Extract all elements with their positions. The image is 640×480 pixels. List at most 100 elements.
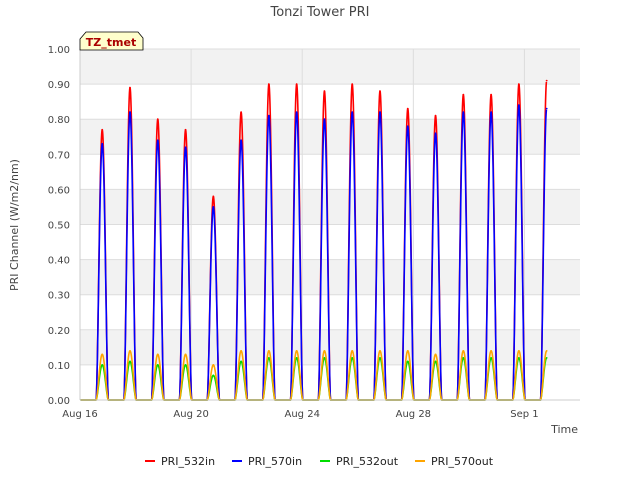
- data-point-PRI_532in: [517, 83, 520, 85]
- y-tick-label: 0.40: [48, 256, 70, 267]
- data-point-PRI_532out: [517, 356, 520, 359]
- data-point-PRI_532out: [156, 364, 159, 366]
- data-point-PRI_532out: [351, 356, 354, 359]
- data-point-PRI_570out: [406, 349, 409, 352]
- data-point-PRI_532in: [267, 83, 270, 85]
- data-point-PRI_570in: [156, 139, 159, 142]
- y-tick-label: 0.50: [48, 221, 70, 232]
- data-point-PRI_570in: [406, 125, 409, 128]
- data-point-PRI_570in: [517, 104, 520, 107]
- data-point-PRI_570out: [545, 349, 548, 352]
- data-point-PRI_570out: [323, 349, 326, 352]
- data-point-PRI_532out: [184, 364, 187, 366]
- data-point-PRI_532out: [240, 360, 243, 363]
- annotation-label: TZ_tmet: [86, 36, 136, 49]
- legend-item-PRI_532out: PRI_532out: [320, 455, 399, 468]
- data-point-PRI_532in: [184, 128, 187, 131]
- data-point-PRI_570in: [240, 139, 243, 142]
- x-tick-label: Sep 1: [510, 409, 538, 420]
- data-point-PRI_570out: [156, 353, 159, 356]
- data-point-PRI_570out: [101, 353, 104, 356]
- data-point-PRI_532out: [434, 360, 437, 363]
- x-tick-label: Aug 24: [285, 409, 320, 420]
- x-tick-label: Aug 28: [396, 409, 431, 420]
- y-tick-label: 0.30: [48, 291, 70, 302]
- plot-band: [80, 189, 580, 225]
- y-tick-label: 0.70: [48, 150, 70, 161]
- data-point-PRI_532out: [295, 356, 298, 359]
- data-point-PRI_570out: [212, 364, 215, 366]
- data-point-PRI_532out: [101, 364, 104, 366]
- data-point-PRI_570out: [295, 349, 298, 352]
- data-point-PRI_532out: [379, 356, 381, 359]
- legend-label: PRI_532out: [336, 455, 399, 468]
- data-point-PRI_532in: [212, 195, 215, 198]
- y-tick-label: 1.00: [48, 45, 70, 56]
- x-axis-label: Time: [550, 423, 578, 436]
- data-point-PRI_570in: [212, 206, 215, 208]
- data-point-PRI_570in: [434, 132, 437, 135]
- plot-band: [80, 119, 580, 155]
- data-point-PRI_570in: [462, 111, 465, 114]
- data-point-PRI_532out: [462, 356, 465, 359]
- plot-band: [80, 49, 580, 85]
- data-point-PRI_532in: [156, 118, 159, 121]
- plot-band: [80, 294, 580, 330]
- y-tick-label: 0.80: [48, 115, 70, 126]
- data-point-PRI_570in: [351, 111, 354, 114]
- legend-item-PRI_532in: PRI_532in: [145, 455, 215, 468]
- annotation-box: TZ_tmet: [79, 31, 144, 51]
- data-point-PRI_570in: [129, 111, 131, 114]
- legend-item-PRI_570in: PRI_570in: [232, 455, 302, 468]
- data-point-PRI_532out: [323, 356, 326, 359]
- data-point-PRI_570in: [267, 114, 270, 117]
- data-point-PRI_532in: [434, 114, 437, 117]
- plot-band: [80, 154, 580, 190]
- plot-band: [80, 259, 580, 295]
- data-point-PRI_532out: [490, 356, 493, 359]
- data-point-PRI_532in: [240, 111, 243, 114]
- data-point-PRI_570in: [323, 118, 326, 121]
- data-point-PRI_532in: [490, 93, 493, 96]
- data-point-PRI_570out: [351, 349, 354, 352]
- y-tick-label: 0.00: [48, 396, 70, 407]
- data-point-PRI_532out: [267, 356, 270, 359]
- data-point-PRI_532in: [379, 90, 381, 93]
- axes: 0.00 0.10 0.20 0.30 0.40 0.50 0.60 0.70 0.80 0.90…: [48, 45, 580, 420]
- chart-title: Tonzi Tower PRI: [270, 5, 370, 20]
- data-point-PRI_532in: [351, 83, 354, 85]
- data-point-PRI_570in: [295, 111, 298, 114]
- legend: PRI_532in PRI_570in PRI_532out PRI_570out: [145, 455, 494, 468]
- y-axis-label: PRI Channel (W/m2/nm): [8, 159, 21, 291]
- data-point-PRI_532out: [212, 374, 215, 377]
- data-point-PRI_570out: [462, 349, 465, 352]
- data-point-PRI_570out: [434, 353, 437, 356]
- data-point-PRI_532in: [406, 107, 409, 110]
- plot-band: [80, 84, 580, 120]
- data-point-PRI_570out: [240, 349, 243, 352]
- data-point-PRI_570out: [490, 349, 493, 352]
- data-point-PRI_532in: [323, 90, 326, 93]
- legend-item-PRI_570out: PRI_570out: [415, 455, 494, 468]
- data-point-PRI_570out: [129, 349, 131, 352]
- data-point-PRI_570out: [517, 349, 520, 352]
- data-point-PRI_532out: [545, 356, 548, 359]
- data-point-PRI_532in: [129, 86, 131, 89]
- legend-label: PRI_570in: [248, 455, 302, 468]
- data-point-PRI_570in: [184, 146, 187, 149]
- y-tick-label: 0.20: [48, 326, 70, 337]
- data-point-PRI_532in: [462, 93, 465, 96]
- x-tick-label: Aug 16: [62, 409, 97, 420]
- data-point-PRI_532out: [129, 360, 131, 363]
- y-tick-label: 0.60: [48, 185, 70, 196]
- data-point-PRI_532in: [295, 83, 298, 85]
- data-point-PRI_570in: [490, 111, 493, 114]
- legend-label: PRI_532in: [161, 455, 215, 468]
- plot-background-bands: [80, 49, 580, 400]
- x-tick-label: Aug 20: [173, 409, 208, 420]
- y-tick-label: 0.90: [48, 80, 70, 91]
- data-point-PRI_532out: [406, 360, 409, 363]
- data-point-PRI_570out: [267, 349, 270, 352]
- data-point-PRI_532in: [101, 128, 104, 131]
